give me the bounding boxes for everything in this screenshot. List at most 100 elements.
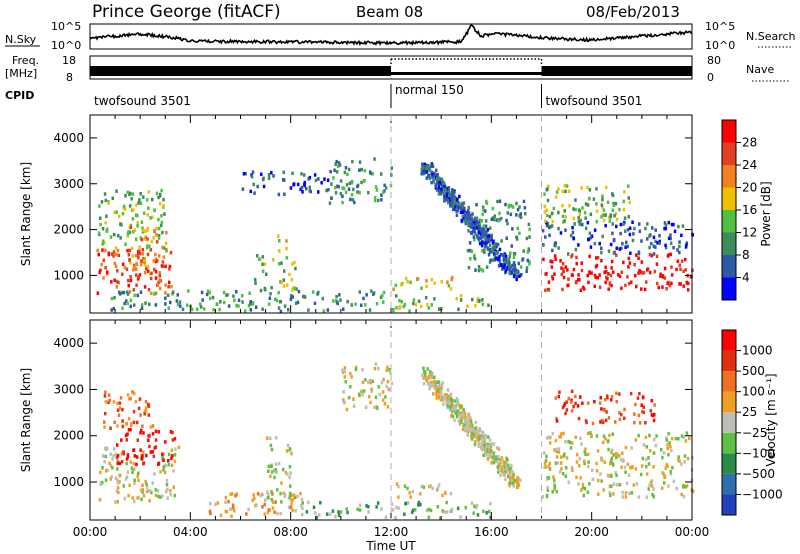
power-cell bbox=[344, 166, 348, 170]
x-tick-label: 12:00 bbox=[374, 525, 409, 539]
power-cell bbox=[650, 241, 653, 246]
velocity-cell bbox=[259, 493, 262, 498]
power-cell bbox=[126, 234, 130, 238]
power-cell bbox=[590, 271, 593, 275]
velocity-cell bbox=[555, 489, 559, 494]
velocity-cell bbox=[269, 436, 272, 440]
velocity-cell bbox=[434, 385, 437, 389]
velocity-cell bbox=[312, 505, 316, 509]
noise-left-label: N.Sky bbox=[5, 33, 37, 46]
velocity-cell bbox=[500, 469, 504, 474]
velocity-cell bbox=[459, 414, 463, 418]
power-cell bbox=[291, 262, 294, 266]
velocity-cell bbox=[511, 475, 514, 480]
power-cell bbox=[164, 291, 167, 295]
power-cell bbox=[164, 302, 167, 306]
velocity-cell bbox=[373, 366, 377, 371]
velocity-cell bbox=[383, 402, 387, 406]
power-cell bbox=[247, 304, 251, 308]
velocity-cell bbox=[117, 490, 120, 495]
power-cell bbox=[508, 264, 512, 268]
velocity-cell bbox=[563, 452, 566, 456]
power-cell bbox=[629, 251, 632, 255]
velocity-cell bbox=[634, 438, 638, 442]
velocity-cell bbox=[463, 411, 467, 416]
velocity-cell bbox=[118, 480, 121, 484]
power-cell bbox=[442, 181, 446, 186]
velocity-cell bbox=[459, 411, 462, 415]
power-cell bbox=[668, 283, 671, 288]
power-cell bbox=[427, 306, 431, 310]
velocity-cell bbox=[118, 473, 121, 478]
velocity-cell bbox=[142, 494, 146, 498]
power-cell bbox=[478, 241, 482, 246]
velocity-cell bbox=[141, 454, 144, 458]
noise-trace bbox=[89, 24, 693, 47]
power-cell bbox=[632, 232, 635, 236]
power-cell bbox=[159, 192, 162, 197]
power-cell bbox=[446, 280, 449, 284]
velocity-cell bbox=[612, 492, 615, 496]
power-cell bbox=[147, 288, 151, 292]
power-cell bbox=[290, 277, 294, 282]
power-cell bbox=[604, 280, 607, 285]
power-cell bbox=[656, 281, 659, 286]
velocity-cell bbox=[675, 486, 678, 491]
power-cell bbox=[107, 252, 111, 257]
power-cell bbox=[472, 223, 475, 227]
velocity-cell bbox=[139, 488, 143, 492]
velocity-cell bbox=[142, 450, 145, 454]
velocity-cell bbox=[652, 465, 655, 469]
velocity-cell bbox=[367, 394, 371, 399]
x-axis-label: Time UT bbox=[365, 539, 416, 553]
velocity-cell bbox=[287, 496, 291, 501]
velocity-cell bbox=[428, 484, 431, 489]
power-cell bbox=[277, 192, 281, 197]
velocity-cell bbox=[565, 408, 569, 412]
power-cell bbox=[406, 279, 409, 284]
velocity-cell bbox=[623, 416, 626, 420]
velocity-cell bbox=[270, 470, 274, 474]
velocity-cell bbox=[483, 440, 487, 444]
velocity-cell bbox=[167, 463, 171, 467]
power-cell bbox=[562, 275, 566, 280]
velocity-cell bbox=[145, 489, 149, 494]
power-cell bbox=[382, 290, 386, 295]
velocity-cell bbox=[626, 462, 630, 467]
velocity-cell bbox=[269, 443, 273, 448]
power-cell bbox=[263, 287, 267, 292]
velocity-cell bbox=[488, 454, 491, 458]
power-cell bbox=[253, 191, 256, 195]
velocity-cell bbox=[109, 426, 112, 430]
power-cell bbox=[190, 307, 194, 312]
velocity-cell bbox=[419, 492, 422, 496]
power-cell bbox=[370, 289, 373, 293]
velocity-cell bbox=[290, 498, 293, 502]
velocity-cell bbox=[289, 484, 292, 488]
velocity-cell bbox=[650, 398, 653, 403]
power-cell bbox=[249, 302, 252, 306]
power-cell bbox=[146, 213, 149, 217]
power-cell bbox=[685, 280, 688, 285]
power-cell bbox=[169, 250, 173, 255]
velocity-colorbar-tick-label: −25 bbox=[742, 426, 767, 440]
velocity-cell bbox=[610, 398, 613, 402]
velocity-cell bbox=[644, 435, 648, 440]
power-cell bbox=[601, 234, 604, 239]
power-cell bbox=[493, 255, 497, 259]
velocity-cell bbox=[111, 466, 114, 470]
power-cell bbox=[283, 192, 286, 196]
power-cell bbox=[113, 210, 116, 215]
velocity-cell bbox=[488, 450, 491, 454]
freq-bar-twofsound-2 bbox=[541, 66, 692, 76]
velocity-cell bbox=[440, 383, 444, 387]
power-cell bbox=[491, 248, 494, 253]
power-cell bbox=[438, 181, 441, 185]
power-cell bbox=[552, 206, 556, 211]
velocity-cell bbox=[497, 447, 501, 451]
power-cell bbox=[565, 184, 569, 188]
velocity-cell bbox=[157, 494, 160, 499]
velocity-cell bbox=[586, 431, 590, 436]
power-cell bbox=[612, 238, 616, 243]
velocity-cell bbox=[565, 400, 568, 404]
